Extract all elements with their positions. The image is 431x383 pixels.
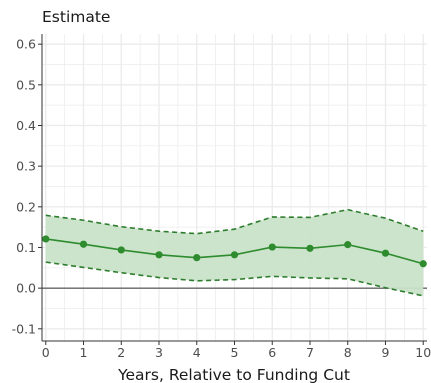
x-tick-label: 1 (80, 345, 88, 360)
data-point (381, 249, 390, 257)
x-tick-label: 4 (193, 345, 201, 360)
data-point (42, 235, 50, 243)
data-point (117, 246, 125, 254)
x-tick-label: 2 (117, 345, 125, 360)
data-point (230, 251, 239, 259)
y-tick-label: 0.4 (16, 118, 36, 133)
y-tick-label: 0.2 (16, 199, 36, 214)
data-point (155, 251, 163, 259)
data-point (193, 254, 201, 262)
x-tick-label: 8 (344, 345, 352, 360)
y-tick-label: 0.1 (16, 240, 36, 255)
x-axis-title: Years, Relative to Funding Cut (117, 366, 350, 383)
y-tick-label: -0.1 (12, 321, 36, 336)
y-tick-label: 0.3 (16, 159, 36, 174)
data-point (268, 243, 276, 251)
x-tick-label: 3 (155, 345, 163, 360)
data-point (419, 260, 427, 268)
x-tick-label: 7 (306, 345, 314, 360)
lower-bound-line (45, 261, 424, 297)
data-point (79, 240, 88, 248)
x-tick-label: 9 (382, 345, 390, 360)
x-tick-label: 5 (231, 345, 239, 360)
y-axis-title: Estimate (42, 8, 110, 26)
y-tick-label: 0.5 (16, 77, 36, 92)
axes: -0.1 0.0 0.1 0.2 0.3 0.4 0.5 0.6 0 1 2 3 4 5 6 7 8 9 10 (12, 34, 431, 360)
grid (42, 34, 427, 341)
data-point (344, 241, 352, 249)
x-tick-label: 10 (415, 345, 431, 360)
x-tick-label: 6 (268, 345, 276, 360)
y-tick-label: 0.0 (16, 281, 36, 296)
data-point (306, 244, 314, 252)
upper-bound-line (45, 208, 424, 235)
estimate-line (42, 235, 427, 268)
y-tick-label: 0.6 (16, 37, 36, 52)
x-tick-label: 0 (42, 345, 50, 360)
